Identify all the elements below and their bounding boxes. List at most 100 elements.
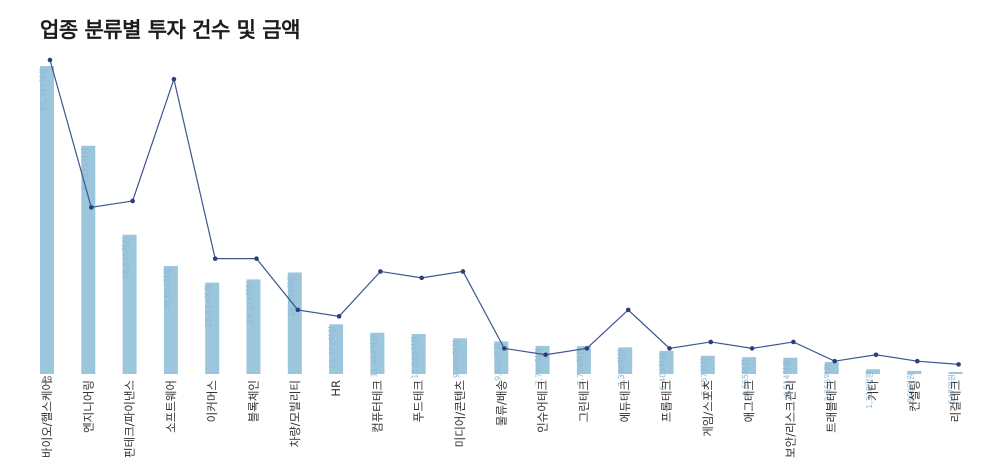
bars-group [40,66,963,374]
category-label-14: 에듀테크 [618,380,632,422]
bar-9 [411,334,426,374]
count-point-20 [873,352,879,358]
count-line [49,59,959,365]
bar-0 [40,66,54,374]
bar-value-label-6: 28,139억원 [286,274,296,317]
category-label-8: 컴퓨터테크 [370,380,384,433]
bar-17 [742,357,757,374]
line-series-group [47,57,961,367]
bar-20 [866,369,880,374]
bar-labels-group: 85,341억원 63,231억원 38,595억원 29,932억원 25,314억원… [38,68,957,409]
bar-value-label-17: 4,665억원 [740,359,750,397]
count-point-16 [708,339,714,345]
category-label-10: 미디어/콘텐츠 [453,380,467,447]
bar-18 [783,357,798,374]
bar-value-label-15: 6,403억원 [658,353,668,391]
bar-value-label-11: 9,026억원 [492,343,502,381]
count-point-17 [749,346,755,351]
bar-value-label-13: 7,724억원 [575,348,585,386]
bar-value-label-9: 11,083억원 [410,336,420,379]
count-point-12 [543,352,548,358]
bar-value-label-7: 13,772억원 [327,326,337,369]
category-label-0: 바이오/헬스케어 [40,380,54,458]
bar-6 [287,272,302,374]
bar-19 [824,361,839,374]
bar-value-label-1: 63,231억원 [79,148,89,191]
category-label-15: 프롭테크 [660,380,674,422]
bar-10 [453,338,467,374]
bar-value-label-5: 26,217억원 [245,281,255,324]
category-label-1: 엔지니어링 [81,380,95,433]
count-point-5 [254,256,259,261]
count-point-10 [460,269,466,274]
category-label-9: 푸드테크 [412,380,426,422]
bar-2 [122,234,137,374]
bar-14 [618,347,633,374]
count-point-7 [336,314,342,319]
bar-value-label-8: 11,442억원 [368,335,378,378]
count-point-9 [419,275,425,281]
bar-21 [907,370,922,374]
count-point-8 [378,269,383,274]
bar-value-label-22: 547억원 [947,374,957,404]
bar-15 [659,350,674,374]
category-label-5: 블록체인 [247,380,261,422]
bar-value-label-0: 85,341억원 [38,68,48,111]
count-annotation: 49 [42,375,52,384]
count-point-15 [667,346,672,351]
bar-value-label-19: 3,355억원 [823,364,833,402]
category-label-18: 보안/리스크관리 [783,380,797,458]
annotations-group: 49 [42,375,52,384]
count-point-1 [89,205,94,210]
bar-value-label-18: 4,514억원 [781,360,791,398]
bar-value-label-12: 7,790억원 [534,348,544,386]
category-label-4: 이커머스 [205,380,219,422]
bar-value-label-16: 5,057억원 [699,358,709,396]
category-label-19: 트래블테크 [825,380,839,433]
category-label-7: HR [329,380,343,397]
bar-value-label-2: 38,595억원 [121,237,131,280]
bar-3 [163,265,178,374]
count-point-13 [584,346,590,351]
count-point-4 [212,256,218,261]
category-label-21: 컨설팅 [907,380,921,412]
bar-value-label-21: 868억원 [905,373,915,403]
category-labels-group: 바이오/헬스케어 엔지니어링 핀테크/파이낸스 소프트웨어 이커머스 블록체인 차량/모빌리… [40,380,963,458]
count-point-21 [915,358,920,364]
count-point-6 [295,307,301,313]
count-point-11 [502,346,507,351]
chart-title: 업종 분류별 투자 건수 및 금액 [40,18,300,42]
count-point-3 [171,76,177,82]
category-label-22: 리걸테크 [949,380,963,422]
count-point-18 [791,339,796,345]
bar-value-label-14: 7,390억원 [616,349,626,387]
bar-16 [700,355,715,374]
bar-4 [205,282,220,374]
bar-8 [370,332,385,374]
bar-value-label-3: 29,932억원 [162,268,172,311]
count-point-2 [130,198,135,204]
count-point-0 [47,57,53,63]
count-point-19 [832,358,837,364]
bar-value-label-20: 1,310억원 [864,371,874,409]
category-label-12: 인슈어테크 [536,380,550,433]
bar-5 [246,279,261,374]
category-label-20: 기타 [866,380,880,402]
category-label-3: 소프트웨어 [164,380,178,433]
bar-7 [329,324,344,374]
count-point-22 [956,362,961,367]
bar-value-label-10: 9,886억원 [451,340,461,378]
category-label-16: 게임/스포츠 [701,380,715,437]
count-point-14 [625,307,631,313]
bar-22 [948,372,963,374]
bar-value-label-4: 25,314억원 [203,285,213,328]
bar-1 [81,145,96,374]
category-label-13: 그린테크 [577,380,591,422]
category-label-11: 물류/배송 [494,380,508,426]
category-label-6: 차량/모빌리티 [288,380,302,447]
category-label-17: 애그테크 [742,380,756,422]
category-label-2: 핀테크/파이낸스 [123,380,137,458]
bar-13 [576,346,591,374]
